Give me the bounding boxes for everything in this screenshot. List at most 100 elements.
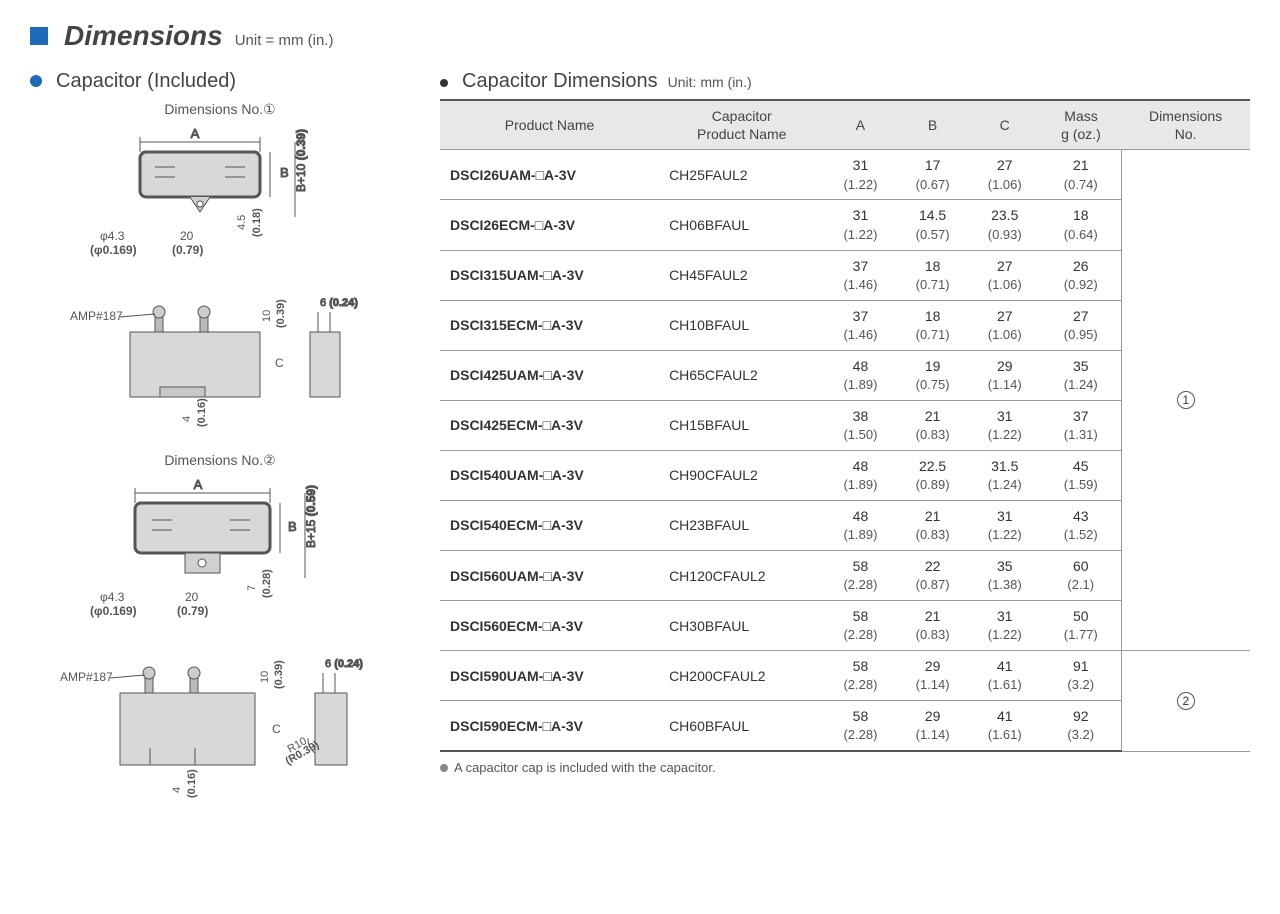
svg-text:(0.79): (0.79) xyxy=(177,604,208,618)
cell-b: 18(0.71) xyxy=(897,300,969,350)
table-unit: Unit: mm (in.) xyxy=(668,74,752,90)
cell-b: 14.5(0.57) xyxy=(897,200,969,250)
capacitor-top-diagram-1: A B B+10 (0.39) φ4.3 (φ0.169) 20 (0.79) … xyxy=(80,122,360,272)
capacitor-heading: Capacitor (Included) xyxy=(56,70,236,93)
cell-product-name: DSCI315UAM-□A-3V xyxy=(440,250,659,300)
cell-a: 58(2.28) xyxy=(824,601,896,651)
cell-c: 29(1.14) xyxy=(969,350,1041,400)
cell-b: 19(0.75) xyxy=(897,350,969,400)
svg-text:C: C xyxy=(275,356,284,370)
table-row: DSCI590UAM-□A-3VCH200CFAUL258(2.28)29(1.… xyxy=(440,651,1250,701)
cell-product-name: DSCI425UAM-□A-3V xyxy=(440,350,659,400)
cell-a: 38(1.50) xyxy=(824,400,896,450)
cell-product-name: DSCI425ECM-□A-3V xyxy=(440,400,659,450)
cell-product-name: DSCI26ECM-□A-3V xyxy=(440,200,659,250)
svg-text:20: 20 xyxy=(185,590,199,604)
cell-b: 21(0.83) xyxy=(897,500,969,550)
cell-mass: 35(1.24) xyxy=(1041,350,1121,400)
dim2-label: Dimensions No.② xyxy=(30,452,410,469)
cell-product-name: DSCI315ECM-□A-3V xyxy=(440,300,659,350)
cell-c: 31(1.22) xyxy=(969,601,1041,651)
cell-capacitor-name: CH45FAUL2 xyxy=(659,250,824,300)
table-header-row: Product Name CapacitorProduct Name A B C… xyxy=(440,100,1250,150)
dim1-label: Dimensions No.① xyxy=(30,101,410,118)
cell-mass: 45(1.59) xyxy=(1041,450,1121,500)
capacitor-dimensions-table: Product Name CapacitorProduct Name A B C… xyxy=(440,99,1250,752)
capacitor-side-diagram-2: 6 (0.24) AMP#187 10 (0.39) C R10 (R0.39)… xyxy=(50,653,390,803)
cell-c: 41(1.61) xyxy=(969,651,1041,701)
cell-product-name: DSCI590UAM-□A-3V xyxy=(440,651,659,701)
svg-text:(0.16): (0.16) xyxy=(186,769,198,798)
table-row: DSCI26UAM-□A-3VCH25FAUL231(1.22)17(0.67)… xyxy=(440,150,1250,200)
cell-mass: 18(0.64) xyxy=(1041,200,1121,250)
cell-mass: 26(0.92) xyxy=(1041,250,1121,300)
cell-mass: 37(1.31) xyxy=(1041,400,1121,450)
svg-text:A: A xyxy=(191,126,200,141)
svg-text:10: 10 xyxy=(261,310,273,322)
cell-c: 41(1.61) xyxy=(969,701,1041,752)
svg-text:(0.79): (0.79) xyxy=(172,243,203,257)
svg-text:7: 7 xyxy=(246,585,258,591)
cell-a: 37(1.46) xyxy=(824,300,896,350)
bullet-icon xyxy=(440,79,448,87)
cell-capacitor-name: CH25FAUL2 xyxy=(659,150,824,200)
svg-text:B: B xyxy=(288,519,297,534)
cell-mass: 21(0.74) xyxy=(1041,150,1121,200)
cell-c: 27(1.06) xyxy=(969,300,1041,350)
page-title: Dimensions xyxy=(64,20,223,52)
cell-a: 37(1.46) xyxy=(824,250,896,300)
cell-c: 27(1.06) xyxy=(969,250,1041,300)
cell-b: 22.5(0.89) xyxy=(897,450,969,500)
cell-a: 48(1.89) xyxy=(824,450,896,500)
unit-text: Unit = mm (in.) xyxy=(235,32,334,49)
svg-text:20: 20 xyxy=(180,229,194,243)
svg-text:6 (0.24): 6 (0.24) xyxy=(320,297,358,309)
cell-c: 31(1.22) xyxy=(969,500,1041,550)
svg-text:(0.16): (0.16) xyxy=(196,398,208,427)
svg-text:B+15 (0.59): B+15 (0.59) xyxy=(304,485,318,548)
cell-capacitor-name: CH200CFAUL2 xyxy=(659,651,824,701)
col-product-name: Product Name xyxy=(440,100,659,150)
cell-capacitor-name: CH23BFAUL xyxy=(659,500,824,550)
cell-product-name: DSCI26UAM-□A-3V xyxy=(440,150,659,200)
cell-capacitor-name: CH06BFAUL xyxy=(659,200,824,250)
cell-b: 17(0.67) xyxy=(897,150,969,200)
cell-c: 23.5(0.93) xyxy=(969,200,1041,250)
svg-text:(0.39): (0.39) xyxy=(275,299,287,328)
cell-mass: 92(3.2) xyxy=(1041,701,1121,752)
cell-b: 21(0.83) xyxy=(897,601,969,651)
cell-a: 58(2.28) xyxy=(824,651,896,701)
cell-c: 31(1.22) xyxy=(969,400,1041,450)
svg-text:4: 4 xyxy=(181,416,193,422)
cell-capacitor-name: CH60BFAUL xyxy=(659,701,824,752)
col-b: B xyxy=(897,100,969,150)
cell-capacitor-name: CH90CFAUL2 xyxy=(659,450,824,500)
svg-text:(0.28): (0.28) xyxy=(261,569,273,598)
svg-text:B+10 (0.39): B+10 (0.39) xyxy=(294,129,308,192)
svg-text:φ4.3: φ4.3 xyxy=(100,590,125,604)
cell-capacitor-name: CH120CFAUL2 xyxy=(659,551,824,601)
cell-capacitor-name: CH30BFAUL xyxy=(659,601,824,651)
svg-text:C: C xyxy=(272,722,281,736)
svg-text:(0.18): (0.18) xyxy=(251,208,263,237)
cell-mass: 50(1.77) xyxy=(1041,601,1121,651)
cell-a: 48(1.89) xyxy=(824,350,896,400)
cell-c: 31.5(1.24) xyxy=(969,450,1041,500)
cell-capacitor-name: CH15BFAUL xyxy=(659,400,824,450)
svg-text:(φ0.169): (φ0.169) xyxy=(90,604,137,618)
cell-mass: 60(2.1) xyxy=(1041,551,1121,601)
svg-text:AMP#187: AMP#187 xyxy=(70,309,123,323)
cell-b: 22(0.87) xyxy=(897,551,969,601)
col-mass: Massg (oz.) xyxy=(1041,100,1121,150)
cell-a: 31(1.22) xyxy=(824,200,896,250)
table-heading: Capacitor Dimensions xyxy=(462,70,658,93)
svg-text:10: 10 xyxy=(259,671,271,683)
cell-product-name: DSCI540ECM-□A-3V xyxy=(440,500,659,550)
cell-a: 58(2.28) xyxy=(824,551,896,601)
bullet-icon xyxy=(30,75,42,87)
cell-dim-no: 2 xyxy=(1121,651,1250,752)
cell-capacitor-name: CH10BFAUL xyxy=(659,300,824,350)
cell-product-name: DSCI560UAM-□A-3V xyxy=(440,551,659,601)
cell-product-name: DSCI540UAM-□A-3V xyxy=(440,450,659,500)
cell-mass: 91(3.2) xyxy=(1041,651,1121,701)
